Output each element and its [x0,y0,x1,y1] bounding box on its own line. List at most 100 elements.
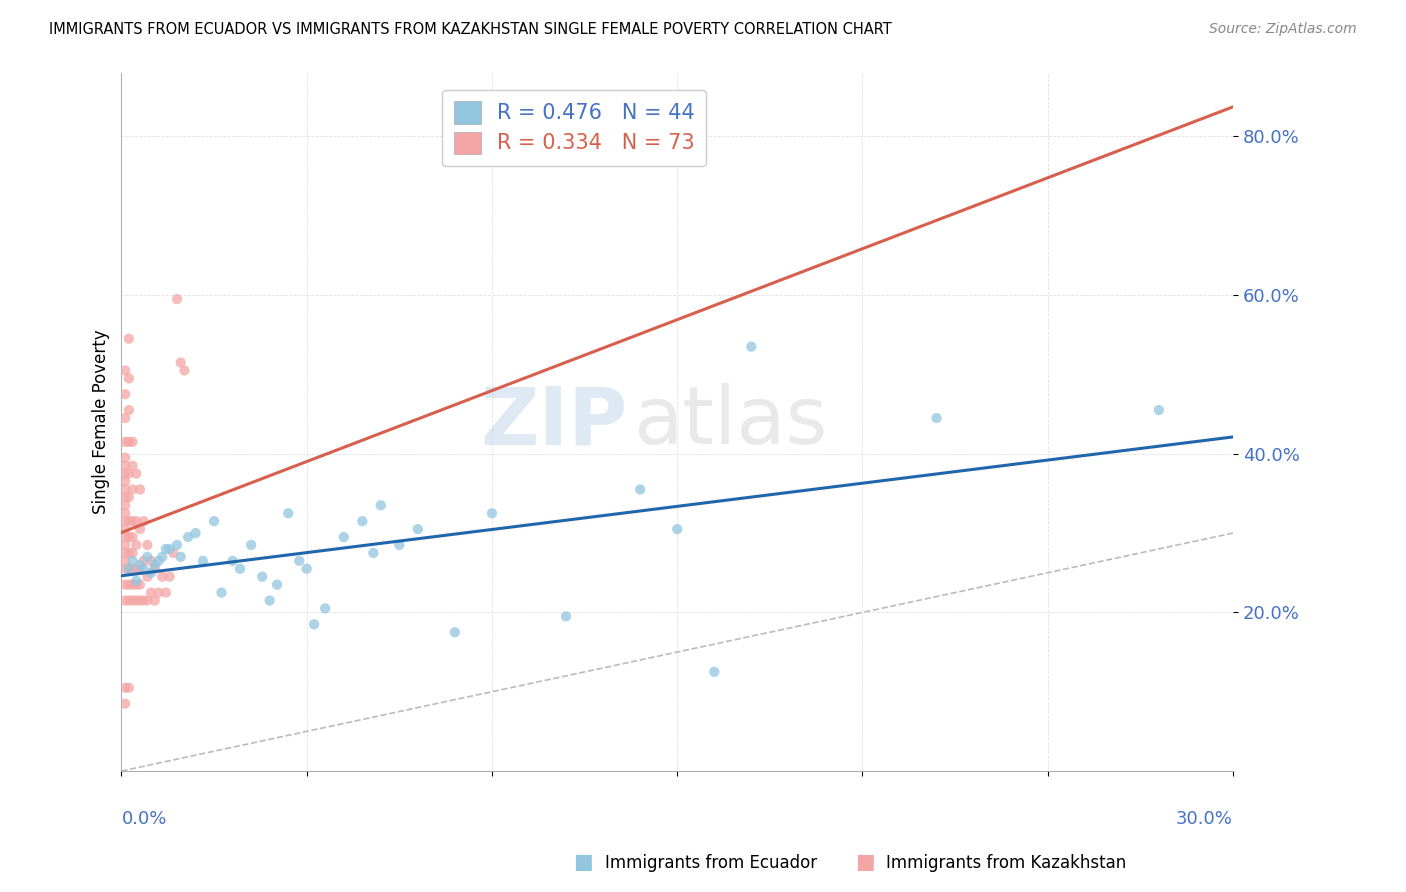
Point [125,577,148,591]
Point [121,530,143,544]
Point [191,554,214,568]
Point [221,554,243,568]
Point [184,526,207,541]
Point [118,467,141,481]
Point [314,601,336,615]
Point [925,411,948,425]
Point [129,558,152,572]
Point [150,570,173,584]
Point [295,562,318,576]
Point [139,554,162,568]
Point [170,549,193,564]
Point [118,546,141,560]
Point [114,506,136,520]
Point [162,546,184,560]
Point [118,562,141,576]
Point [114,450,136,465]
Point [555,609,578,624]
Point [136,570,159,584]
Text: Immigrants from Kazakhstan: Immigrants from Kazakhstan [886,855,1126,872]
Y-axis label: Single Female Poverty: Single Female Poverty [93,330,110,515]
Point [129,577,152,591]
Point [143,558,166,572]
Point [211,585,233,599]
Point [1147,403,1170,417]
Point [125,593,148,607]
Point [114,458,136,473]
Point [240,538,263,552]
Point [363,546,385,560]
Point [703,665,725,679]
Point [159,570,181,584]
Point [114,467,136,481]
Point [114,681,136,695]
Point [118,434,141,449]
Point [114,514,136,528]
Point [444,625,467,640]
Point [118,577,141,591]
Point [136,538,159,552]
Point [118,562,141,576]
Point [132,562,155,576]
Point [628,483,651,497]
Point [252,570,274,584]
Point [118,681,141,695]
Point [481,506,503,520]
Point [118,403,141,417]
Point [259,593,281,607]
Point [114,475,136,489]
Point [202,514,225,528]
Point [406,522,429,536]
Point [277,506,299,520]
Point [114,498,136,512]
Point [288,554,311,568]
Point [118,332,141,346]
Point [121,434,143,449]
Point [666,522,689,536]
Point [114,546,136,560]
Point [114,697,136,711]
Point [352,514,374,528]
Point [143,562,166,576]
Point [136,549,159,564]
Point [150,549,173,564]
Point [170,355,193,369]
Point [118,530,141,544]
Point [118,371,141,385]
Point [148,554,170,568]
Point [114,577,136,591]
Text: ZIP: ZIP [479,383,627,461]
Point [155,541,177,556]
Point [114,387,136,401]
Point [114,562,136,576]
Point [159,541,181,556]
Point [125,574,148,588]
Point [173,363,195,377]
Point [266,577,288,591]
Text: atlas: atlas [633,383,827,461]
Text: Source: ZipAtlas.com: Source: ZipAtlas.com [1209,22,1357,37]
Point [114,483,136,497]
Legend: R = 0.476   N = 44, R = 0.334   N = 73: R = 0.476 N = 44, R = 0.334 N = 73 [443,90,706,166]
Point [121,577,143,591]
Point [114,593,136,607]
Text: ■: ■ [855,853,875,872]
Point [121,458,143,473]
Point [114,530,136,544]
Point [121,593,143,607]
Point [118,514,141,528]
Point [114,434,136,449]
Point [114,538,136,552]
Point [139,585,162,599]
Point [129,562,152,576]
Point [125,514,148,528]
Point [121,483,143,497]
Point [148,585,170,599]
Point [114,554,136,568]
Point [143,593,166,607]
Point [302,617,325,632]
Point [229,562,252,576]
Point [155,585,177,599]
Point [332,530,354,544]
Text: 30.0%: 30.0% [1177,810,1233,828]
